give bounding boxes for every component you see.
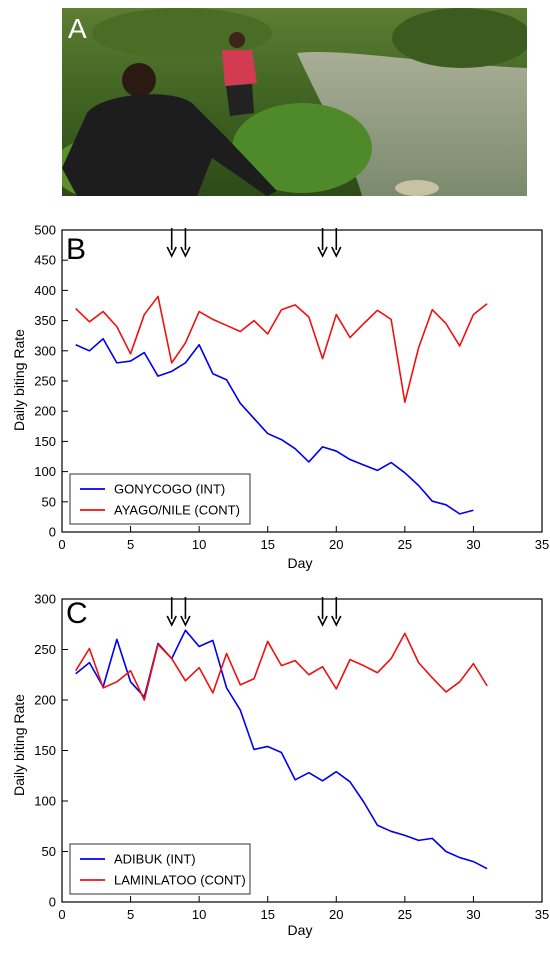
chart-b-y-tick-label: 50 <box>42 494 56 509</box>
chart-b-x-tick-label: 20 <box>329 537 343 552</box>
chart-b-y-tick-label: 350 <box>34 313 56 328</box>
panel-letter-a: A <box>68 13 87 44</box>
chart-c-y-tick-label: 50 <box>42 844 56 859</box>
chart-b-x-tick-label: 5 <box>127 537 134 552</box>
chart-c-y-tick-label: 150 <box>34 743 56 758</box>
chart-c: C Day Daily biting Rate 0 5 10 15 20 25 30 35 0 5… <box>11 592 549 939</box>
chart-c-x-tick-label: 25 <box>398 907 412 922</box>
chart-c-treatment-arrow <box>180 597 191 627</box>
chart-c-x-tick-label: 15 <box>260 907 274 922</box>
chart-c-legend-label-1: ADIBUK (INT) <box>114 852 196 867</box>
person-in-red-shirt <box>222 32 257 116</box>
chart-b-treatment-arrow <box>180 228 191 258</box>
chart-b-legend-label-2: AYAGO/NILE (CONT) <box>114 503 240 518</box>
foreground-bush <box>232 103 372 193</box>
chart-b-series-line-2 <box>75 295 488 403</box>
chart-c-x-tick-label: 0 <box>58 907 65 922</box>
stream-rock <box>395 180 439 196</box>
chart-c-legend-label-2: LAMINLATOO (CONT) <box>114 873 246 888</box>
chart-c-y-tick-label: 250 <box>34 642 56 657</box>
chart-b: B Day Daily biting Rate 0 5 10 15 20 25 30 3505… <box>11 223 549 572</box>
chart-b-y-tick-label: 400 <box>34 283 56 298</box>
panel-letter-b: B <box>66 233 86 266</box>
chart-b-y-tick-label: 100 <box>34 464 56 479</box>
chart-b-x-tick-label: 0 <box>58 537 65 552</box>
chart-c-x-tick-label: 30 <box>466 907 480 922</box>
chart-c-x-tick-label: 20 <box>329 907 343 922</box>
chart-b-y-tick-label: 250 <box>34 374 56 389</box>
chart-b-treatment-arrow <box>317 228 328 258</box>
chart-c-x-tick-label: 35 <box>535 907 549 922</box>
chart-c-y-tick-label: 200 <box>34 693 56 708</box>
chart-c-y-axis-title: Daily biting Rate <box>11 694 27 796</box>
chart-b-y-axis-title: Daily biting Rate <box>11 329 27 431</box>
chart-b-x-tick-label: 25 <box>398 537 412 552</box>
chart-c-treatment-arrow <box>317 597 328 627</box>
chart-b-y-tick-label: 0 <box>49 525 56 540</box>
chart-c-treatment-arrow <box>331 597 342 627</box>
chart-b-legend-box <box>69 473 251 525</box>
chart-b-treatment-arrow <box>331 228 342 258</box>
chart-b-treatment-arrow <box>166 228 177 258</box>
field-photo: A <box>62 8 527 196</box>
chart-b-y-tick-label: 450 <box>34 253 56 268</box>
chart-b-legend-label-1: GONYCOGO (INT) <box>114 482 225 497</box>
chart-c-x-tick-label: 5 <box>127 907 134 922</box>
chart-c-treatment-arrow <box>166 597 177 627</box>
chart-b-x-tick-label: 15 <box>260 537 274 552</box>
chart-b-y-tick-label: 200 <box>34 404 56 419</box>
panel-letter-c: C <box>66 597 88 630</box>
chart-b-y-tick-label: 150 <box>34 434 56 449</box>
chart-b-x-tick-label: 30 <box>466 537 480 552</box>
chart-b-x-axis-title: Day <box>288 555 313 571</box>
chart-c-x-axis-title: Day <box>288 922 313 938</box>
chart-c-y-tick-label: 0 <box>49 895 56 910</box>
chart-b-x-tick-label: 35 <box>535 537 549 552</box>
chart-c-series-line-2 <box>75 632 488 701</box>
chart-c-legend-box <box>69 843 251 895</box>
chart-b-x-tick-label: 10 <box>192 537 206 552</box>
person-in-black-shirt <box>62 63 277 196</box>
chart-b-legend: GONYCOGO (INT) AYAGO/NILE (CONT) <box>69 473 251 525</box>
chart-c-y-tick-label: 300 <box>34 592 56 607</box>
chart-b-series-line-1 <box>75 337 474 515</box>
chart-c-legend: ADIBUK (INT) LAMINLATOO (CONT) <box>69 843 251 895</box>
chart-b-y-tick-label: 300 <box>34 343 56 358</box>
chart-c-y-tick-label: 100 <box>34 794 56 809</box>
chart-c-x-tick-label: 10 <box>192 907 206 922</box>
chart-b-y-tick-label: 500 <box>34 223 56 238</box>
